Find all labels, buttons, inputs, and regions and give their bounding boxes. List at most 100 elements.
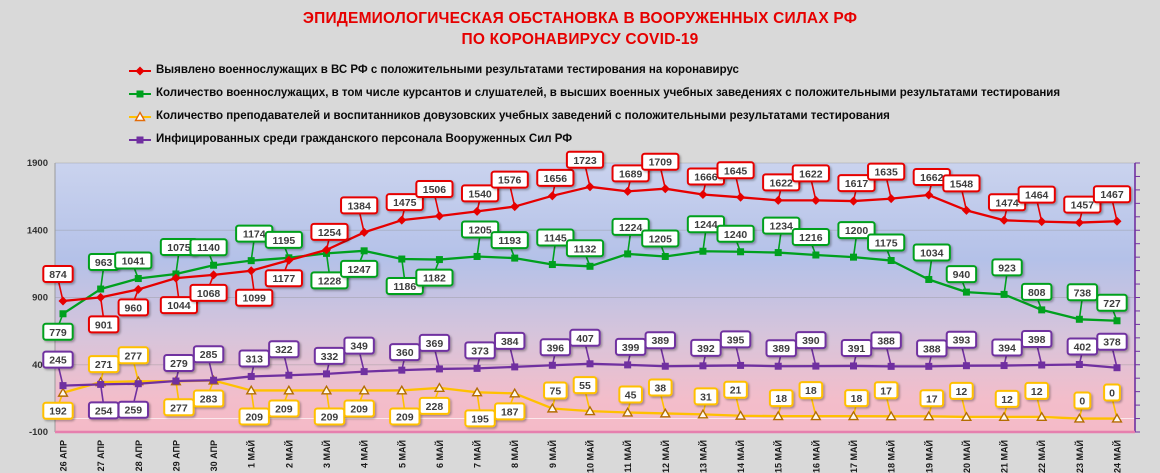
data-label-box xyxy=(641,152,680,171)
x-axis-label: 19 МАЙ xyxy=(923,440,934,473)
legend-marker-glyph xyxy=(129,90,151,97)
data-label-box xyxy=(867,233,906,252)
data-point-marker xyxy=(1074,218,1084,228)
data-label: 1234 xyxy=(770,221,794,233)
data-label-box xyxy=(389,343,421,362)
x-axis-label: 30 АПР xyxy=(209,440,219,471)
data-label-box xyxy=(919,389,945,408)
data-point-marker xyxy=(471,386,483,397)
data-label-box xyxy=(268,399,300,418)
data-label: 75 xyxy=(550,385,562,397)
legend-label: Инфицированных среди гражданского персон… xyxy=(156,132,573,145)
data-label: 1068 xyxy=(197,288,221,300)
data-point-marker xyxy=(435,365,443,373)
data-label-box xyxy=(494,402,526,421)
data-label-box xyxy=(464,341,496,360)
data-point-marker xyxy=(1038,306,1046,314)
data-label-box xyxy=(870,331,902,350)
data-label-box xyxy=(114,251,153,270)
data-label: 209 xyxy=(245,411,263,423)
data-label-box xyxy=(264,230,303,249)
data-label: 1656 xyxy=(544,173,568,185)
data-label: 1689 xyxy=(619,168,643,180)
data-label-box xyxy=(641,229,680,248)
green-square-line-icon xyxy=(128,87,152,99)
data-point-marker xyxy=(624,361,632,369)
data-point-marker xyxy=(397,215,407,225)
data-point-marker xyxy=(359,227,369,237)
orange-triangle-line-icon xyxy=(128,110,152,122)
data-label-box xyxy=(942,174,981,193)
x-axis-label: 29 АПР xyxy=(171,440,181,471)
data-point-marker xyxy=(699,362,707,370)
data-label-box xyxy=(1103,383,1121,402)
data-label-box xyxy=(189,283,228,302)
data-label-box xyxy=(795,331,827,350)
data-label-box xyxy=(1092,185,1132,204)
legend-label: Количество преподавателей и воспитаннико… xyxy=(156,109,890,122)
data-label-box xyxy=(693,387,719,406)
data-label: 283 xyxy=(200,393,218,405)
data-point-marker xyxy=(661,252,669,260)
data-point-marker xyxy=(247,257,255,265)
data-label-box xyxy=(791,227,830,246)
data-label: 12 xyxy=(956,386,968,398)
x-axis-label: 24 МАЙ xyxy=(1112,440,1123,473)
data-point-marker xyxy=(1073,412,1085,423)
data-label: 277 xyxy=(125,350,143,362)
data-label-box xyxy=(844,389,869,408)
data-label: 254 xyxy=(95,405,113,417)
data-label-box xyxy=(1073,391,1092,410)
data-label: 313 xyxy=(245,353,263,365)
data-label-box xyxy=(87,355,120,374)
data-label: 1044 xyxy=(167,300,191,312)
data-point-marker xyxy=(510,202,520,212)
x-axis-label: 23 МАЙ xyxy=(1074,440,1085,473)
data-label-box xyxy=(916,339,948,358)
data-label: 727 xyxy=(1103,298,1121,310)
data-point-marker xyxy=(360,247,368,255)
data-point-marker xyxy=(472,206,482,216)
data-label: 389 xyxy=(772,343,790,355)
data-point-marker xyxy=(171,273,181,283)
data-label: 38 xyxy=(654,382,666,394)
data-point-marker xyxy=(58,296,68,306)
chart-title-line1: ЭПИДЕМИОЛОГИЧЕСКАЯ ОБСТАНОВКА В ВООРУЖЕН… xyxy=(302,10,858,27)
data-label-box xyxy=(798,381,824,400)
data-label: 1075 xyxy=(167,242,191,254)
y-axis-label: 1400 xyxy=(27,225,48,236)
data-label: 1622 xyxy=(770,177,794,189)
data-label: 874 xyxy=(49,269,67,281)
data-label: 209 xyxy=(350,403,368,415)
data-point-marker xyxy=(812,362,820,370)
data-point-marker xyxy=(585,182,595,192)
data-label-box xyxy=(723,380,748,399)
data-label: 18 xyxy=(805,385,817,397)
data-label: 195 xyxy=(471,413,489,425)
data-label-box xyxy=(310,271,349,290)
data-label-box xyxy=(192,345,225,364)
data-label-box xyxy=(791,164,830,183)
data-label: 738 xyxy=(1074,287,1092,299)
data-label-box xyxy=(238,349,270,368)
data-label-box xyxy=(117,346,149,365)
data-label: 395 xyxy=(727,334,745,346)
data-label: 271 xyxy=(95,359,113,371)
legend-item-cadets: Количество военнослужащих, в том числе к… xyxy=(128,81,1060,104)
data-point-marker xyxy=(925,275,933,283)
data-point-marker xyxy=(434,211,444,221)
data-label-box xyxy=(189,238,228,257)
data-label: 0 xyxy=(1109,388,1115,400)
data-label: 1540 xyxy=(468,188,492,200)
data-point-marker xyxy=(548,361,556,369)
data-point-marker xyxy=(210,261,218,269)
data-label: 228 xyxy=(426,401,444,413)
chart-title-line2: ПО КОРОНАВИРУСУ COVID-19 xyxy=(461,31,699,48)
x-axis-label: 6 МАЙ xyxy=(434,440,445,468)
data-label: 18 xyxy=(775,393,787,405)
data-point-marker xyxy=(1113,364,1121,372)
legend-item-military: Выявлено военнослужащих в ВС РФ с положи… xyxy=(128,58,1060,81)
data-label-box xyxy=(343,336,375,355)
y-axis-label: -100 xyxy=(29,427,48,438)
